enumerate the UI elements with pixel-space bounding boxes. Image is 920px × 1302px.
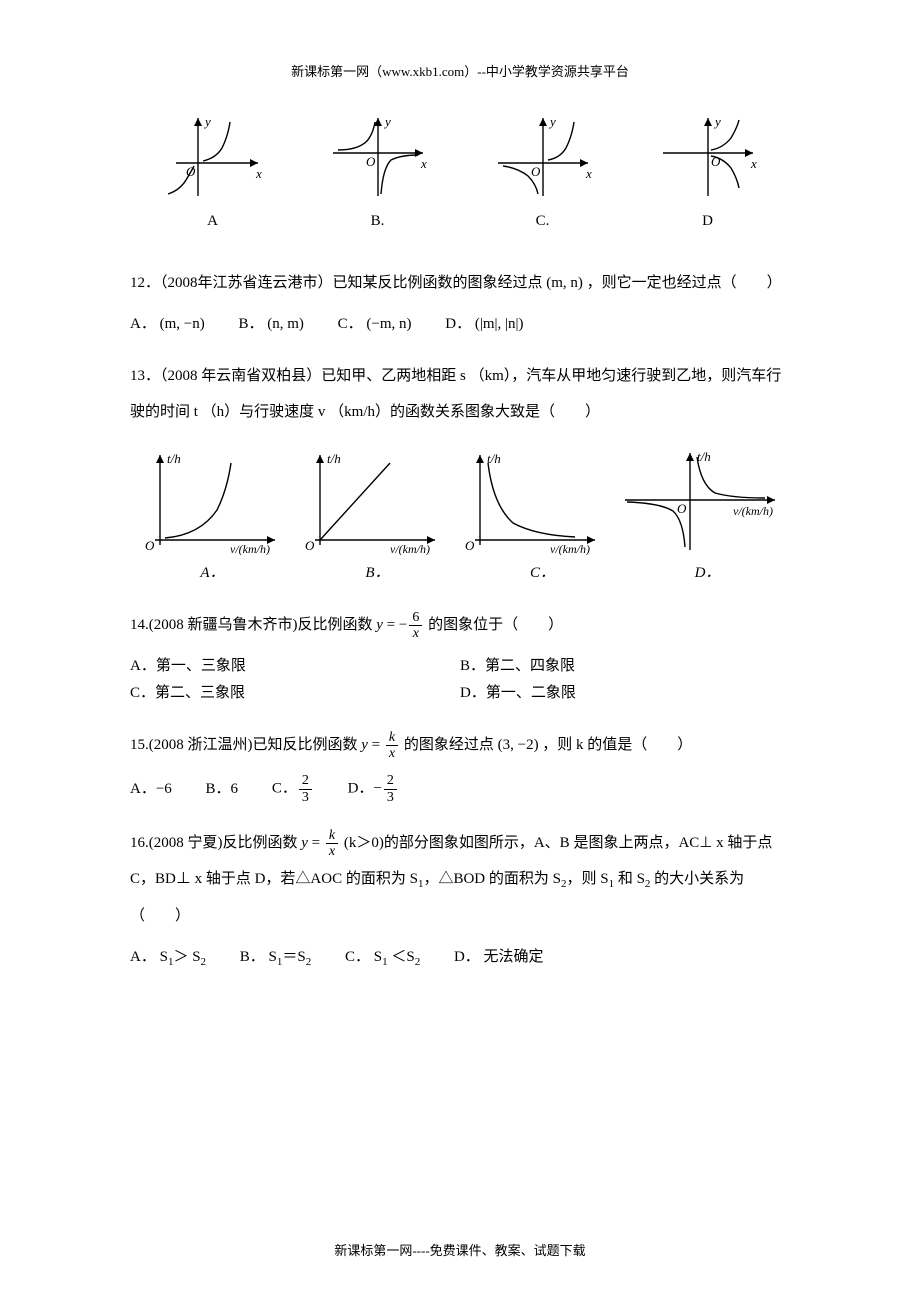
q12-opt-d: D． (|m|, |n|)	[445, 311, 523, 338]
q16-frac-num: k	[326, 828, 338, 844]
q15-opt-d: D．−23	[348, 773, 399, 805]
q15-text-a: 15.(2008 浙江温州)已知反比例函数	[130, 737, 361, 753]
svg-text:x: x	[420, 156, 427, 171]
svg-text:x: x	[255, 166, 262, 181]
q14-opt-d: D．第一、二象限	[460, 680, 790, 707]
q14-frac-den: x	[409, 626, 422, 641]
q14-opt-a: A．第一、三象限	[130, 653, 460, 680]
q14-opt-b: B．第二、四象限	[460, 653, 790, 680]
q16-opt-b: B． S1＝S2	[240, 944, 311, 973]
q13-graph-a: t/h v/(km/h) O	[130, 445, 290, 555]
q16-opt-c: C． S1 ＜S2	[345, 944, 420, 973]
q15-opt-b: B．6	[206, 776, 239, 803]
q15-opt-a: A．−6	[130, 776, 172, 803]
q15-opt-c: C．23	[272, 773, 314, 805]
svg-text:t/h: t/h	[327, 451, 341, 466]
q14-text-b: 的图象位于（ ）	[424, 617, 563, 633]
q11-label-b: B.	[295, 208, 460, 235]
q11-graph-a: y x O	[130, 108, 295, 203]
q16-opt-a: A． S1＞ S2	[130, 944, 206, 973]
q13-graph-d: t/h v/(km/h) O	[610, 445, 790, 555]
svg-text:t/h: t/h	[487, 451, 501, 466]
svg-text:t/h: t/h	[167, 451, 181, 466]
svg-text:x: x	[750, 156, 757, 171]
q11-graph-d: y x O	[625, 108, 790, 203]
q16-options: A． S1＞ S2 B． S1＝S2 C． S1 ＜S2 D． 无法确定	[130, 944, 790, 973]
q14-text-a: 14.(2008 新疆乌鲁木齐市)反比例函数	[130, 617, 376, 633]
q16-text-d: ，则 S	[566, 871, 608, 887]
svg-text:y: y	[203, 114, 211, 129]
q12-opt-c: C． (−m, n)	[338, 311, 412, 338]
q12-opt-a: A． (m, −n)	[130, 311, 205, 338]
q14-opt-c: C．第二、三象限	[130, 680, 460, 707]
q11-graph-c: y x O	[460, 108, 625, 203]
svg-text:y: y	[383, 114, 391, 129]
q13-labels: A． B． C． D．	[130, 560, 790, 587]
svg-text:v/(km/h): v/(km/h)	[733, 504, 773, 518]
q15-text: 15.(2008 浙江温州)已知反比例函数 y = kx 的图象经过点 (3, …	[130, 727, 790, 763]
q14-options: A．第一、三象限 C．第二、三象限 B．第二、四象限 D．第一、二象限	[130, 653, 790, 707]
q11-label-a: A	[130, 208, 295, 235]
svg-text:y: y	[548, 114, 556, 129]
q16-frac-den: x	[326, 844, 338, 859]
svg-text:O: O	[305, 538, 315, 553]
page-footer: 新课标第一网----免费课件、教案、试题下载	[0, 1239, 920, 1262]
q13-label-b: B．	[295, 560, 460, 587]
q13-label-d: D．	[625, 560, 790, 587]
q16-opt-d: D． 无法确定	[454, 944, 544, 971]
q11-graph-b: y x O	[295, 108, 460, 203]
q14-frac-num: 6	[409, 610, 422, 626]
q16-text-e: 和 S	[614, 871, 645, 887]
svg-text:x: x	[585, 166, 592, 181]
svg-text:v/(km/h): v/(km/h)	[230, 542, 270, 555]
q13-graph-b: t/h v/(km/h) O	[290, 445, 450, 555]
q13-graph-c: t/h v/(km/h) O	[450, 445, 610, 555]
q16-text: 16.(2008 宁夏)反比例函数 y = kx (k＞0)的部分图象如图所示，…	[130, 825, 790, 933]
q12-opt-b: B． (n, m)	[238, 311, 303, 338]
q13-label-a: A．	[130, 560, 295, 587]
q11-labels: A B. C. D	[130, 208, 790, 235]
q11-label-d: D	[625, 208, 790, 235]
q16-text-c: ，△BOD 的面积为 S	[423, 871, 561, 887]
svg-text:O: O	[366, 154, 376, 169]
svg-text:O: O	[531, 164, 541, 179]
q11-label-c: C.	[460, 208, 625, 235]
q15-text-b: 的图象经过点 (3, −2) ，则 k 的值是（ ）	[400, 737, 692, 753]
q15-frac-den: x	[386, 746, 398, 761]
svg-text:v/(km/h): v/(km/h)	[390, 542, 430, 555]
q14-text: 14.(2008 新疆乌鲁木齐市)反比例函数 y = −6x 的图象位于（ ）	[130, 607, 790, 643]
q15-frac-num: k	[386, 730, 398, 746]
page-header: 新课标第一网（www.xkb1.com）--中小学教学资源共享平台	[130, 60, 790, 83]
q12-text: 12．（2008年江苏省连云港市）已知某反比例函数的图象经过点 (m, n) ，…	[130, 265, 790, 301]
q13-graph-row: t/h v/(km/h) O t/h v/(km/h) O t/h v/(km/…	[130, 445, 790, 555]
svg-text:v/(km/h): v/(km/h)	[550, 542, 590, 555]
svg-text:y: y	[713, 114, 721, 129]
svg-text:O: O	[465, 538, 475, 553]
svg-text:t/h: t/h	[697, 449, 711, 464]
q13-text: 13．（2008 年云南省双柏县）已知甲、乙两地相距 s （km），汽车从甲地匀…	[130, 358, 790, 430]
svg-text:O: O	[677, 501, 687, 516]
q15-options: A．−6 B．6 C．23 D．−23	[130, 773, 790, 805]
q12-options: A． (m, −n) B． (n, m) C． (−m, n) D． (|m|,…	[130, 311, 790, 338]
q16-text-a: 16.(2008 宁夏)反比例函数	[130, 835, 301, 851]
q13-label-c: C．	[460, 560, 625, 587]
q11-graph-row: y x O y x O y x O	[130, 108, 790, 203]
svg-text:O: O	[145, 538, 155, 553]
